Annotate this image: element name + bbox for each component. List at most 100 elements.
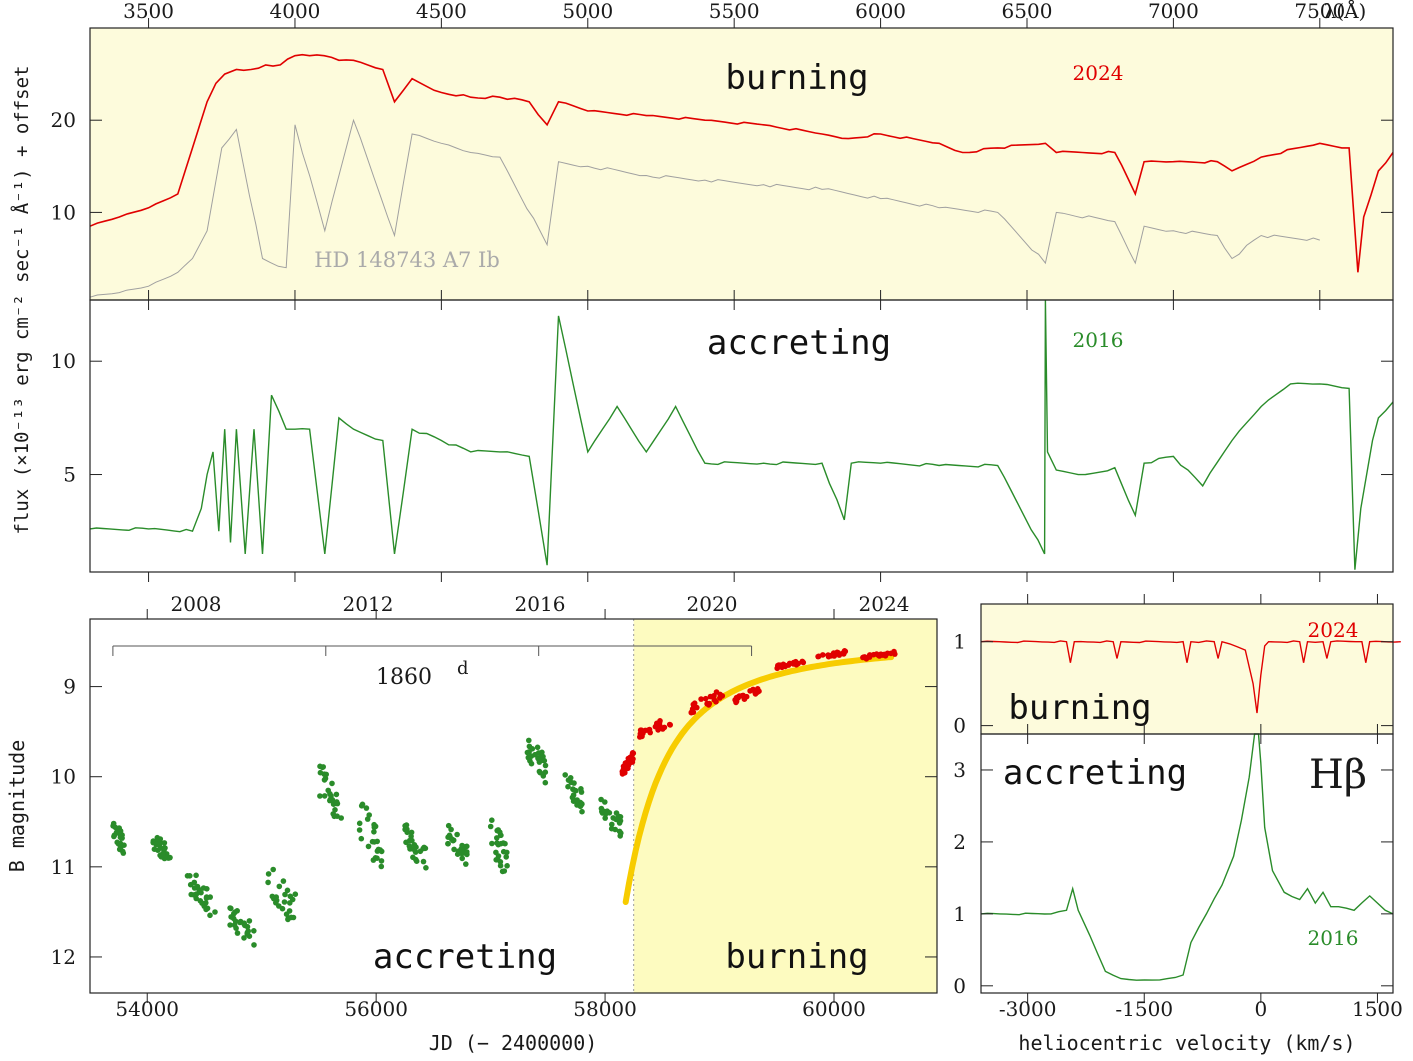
year-tick-label: 2008 bbox=[171, 592, 222, 616]
burning-data-point bbox=[799, 658, 806, 665]
burning-data-point bbox=[831, 651, 838, 657]
accreting-data-point bbox=[608, 825, 615, 832]
accreting-data-point bbox=[317, 793, 323, 799]
accreting-data-point bbox=[489, 817, 495, 823]
accreting-data-point bbox=[495, 856, 501, 863]
accreting-data-point bbox=[459, 850, 465, 857]
accreting-data-point bbox=[369, 838, 376, 845]
accreting-data-point bbox=[287, 893, 294, 900]
accreting-data-point bbox=[317, 763, 323, 770]
accreting-data-point bbox=[539, 749, 545, 756]
accreting-data-point bbox=[616, 828, 623, 835]
accreting-data-point bbox=[454, 831, 460, 838]
burning-data-point bbox=[719, 693, 726, 699]
x-tick-label: 7500 bbox=[1294, 0, 1345, 23]
accreting-data-point bbox=[270, 866, 277, 873]
accreting-data-point bbox=[153, 841, 159, 848]
accreting-data-point bbox=[356, 820, 363, 827]
accreting-data-point bbox=[602, 815, 608, 821]
burning-data-point bbox=[816, 653, 822, 660]
accreting-data-point bbox=[244, 929, 251, 936]
accreting-data-point bbox=[329, 780, 335, 787]
x-tick-label: 5000 bbox=[562, 0, 613, 23]
accreting-data-point bbox=[161, 855, 168, 862]
accreting-data-point bbox=[331, 813, 338, 820]
y-tick-label: 10 bbox=[51, 200, 76, 224]
accreting-data-point bbox=[333, 791, 340, 798]
burning-data-point bbox=[704, 701, 710, 707]
burning-data-point bbox=[702, 695, 709, 702]
comparison-star-label: HD 148743 A7 Ib bbox=[314, 248, 500, 272]
accreting-data-point bbox=[207, 912, 213, 919]
accreting-data-point bbox=[403, 822, 410, 828]
accreting-data-point bbox=[332, 807, 338, 813]
accreting-data-point bbox=[502, 840, 508, 847]
spectrum-accreting-panel: 5 10 accreting 2016 bbox=[51, 290, 1394, 582]
accreting-data-point bbox=[120, 850, 127, 856]
accreting-data-point bbox=[526, 737, 532, 744]
x-axis-label: JD (− 2400000) bbox=[429, 1031, 598, 1055]
accreting-data-point bbox=[378, 858, 385, 864]
burning-data-point bbox=[691, 700, 698, 706]
panel-background bbox=[90, 28, 1393, 300]
accreting-data-point bbox=[321, 793, 328, 799]
burning-data-point bbox=[661, 724, 668, 731]
year-tick-label: 2016 bbox=[515, 592, 566, 616]
accreting-data-point bbox=[241, 935, 247, 941]
accreting-data-point bbox=[565, 783, 571, 790]
hbeta-accreting-line bbox=[980, 733, 1394, 981]
accreting-data-point bbox=[497, 862, 504, 869]
accreting-data-point bbox=[281, 899, 288, 905]
x-tick-label: -3000 bbox=[999, 997, 1057, 1021]
accreting-data-point bbox=[565, 777, 572, 783]
burning-data-point bbox=[876, 653, 883, 659]
accreting-data-point bbox=[322, 775, 329, 782]
accreting-data-point bbox=[534, 744, 541, 751]
accreting-data-point bbox=[495, 841, 502, 848]
accreting-data-point bbox=[292, 891, 299, 897]
accreting-data-point bbox=[504, 849, 510, 856]
burning-data-point bbox=[627, 754, 633, 761]
y-tick-label: 0 bbox=[953, 974, 966, 998]
year-2016-label: 2016 bbox=[1308, 926, 1359, 950]
accreting-spectrum-line bbox=[89, 299, 1394, 570]
accreting-data-point bbox=[167, 854, 173, 861]
burning-data-point bbox=[711, 697, 718, 703]
hbeta-accreting-panel: -3000 -1500 0 1500 0 1 2 3 heliocentric velocity… bbox=[953, 724, 1403, 1055]
accreting-data-point bbox=[408, 829, 415, 836]
accreting-data-point bbox=[227, 922, 233, 928]
accreting-data-point bbox=[458, 845, 465, 852]
accreting-data-point bbox=[446, 832, 453, 839]
hbeta-line-label: Hβ bbox=[1309, 752, 1367, 798]
accreting-data-point bbox=[232, 909, 238, 915]
accreting-data-point bbox=[338, 815, 345, 821]
accreting-data-point bbox=[228, 914, 234, 920]
accreting-data-point bbox=[378, 863, 385, 870]
accreting-data-point bbox=[207, 894, 213, 900]
accreting-data-point bbox=[287, 900, 293, 906]
accreting-data-point bbox=[578, 789, 585, 795]
x-axis-label: heliocentric velocity (km/s) bbox=[1018, 1031, 1355, 1055]
burning-data-point bbox=[785, 662, 792, 668]
panel-background bbox=[981, 604, 1393, 734]
accreting-data-point bbox=[377, 847, 384, 853]
x-tick-label: 60000 bbox=[802, 997, 866, 1021]
y-tick-label: 1 bbox=[953, 902, 966, 926]
burning-label: burning bbox=[1008, 688, 1151, 728]
year-tick-label: 2024 bbox=[859, 592, 910, 616]
accreting-label: accreting bbox=[707, 323, 891, 363]
burning-spectrum-line bbox=[89, 53, 1394, 273]
burning-data-point bbox=[752, 688, 758, 694]
burning-data-point bbox=[841, 649, 847, 655]
accreting-data-point bbox=[193, 872, 199, 879]
accreting-data-point bbox=[115, 841, 122, 847]
accreting-data-point bbox=[251, 928, 257, 934]
burning-data-point bbox=[654, 720, 660, 727]
accreting-data-point bbox=[188, 891, 194, 898]
accreting-data-point bbox=[288, 914, 295, 921]
accreting-label: accreting bbox=[1003, 753, 1187, 793]
y-tick-label: 11 bbox=[51, 855, 76, 879]
accreting-data-point bbox=[198, 889, 204, 896]
x-tick-label: 4500 bbox=[416, 0, 467, 23]
accreting-data-point bbox=[282, 891, 288, 898]
